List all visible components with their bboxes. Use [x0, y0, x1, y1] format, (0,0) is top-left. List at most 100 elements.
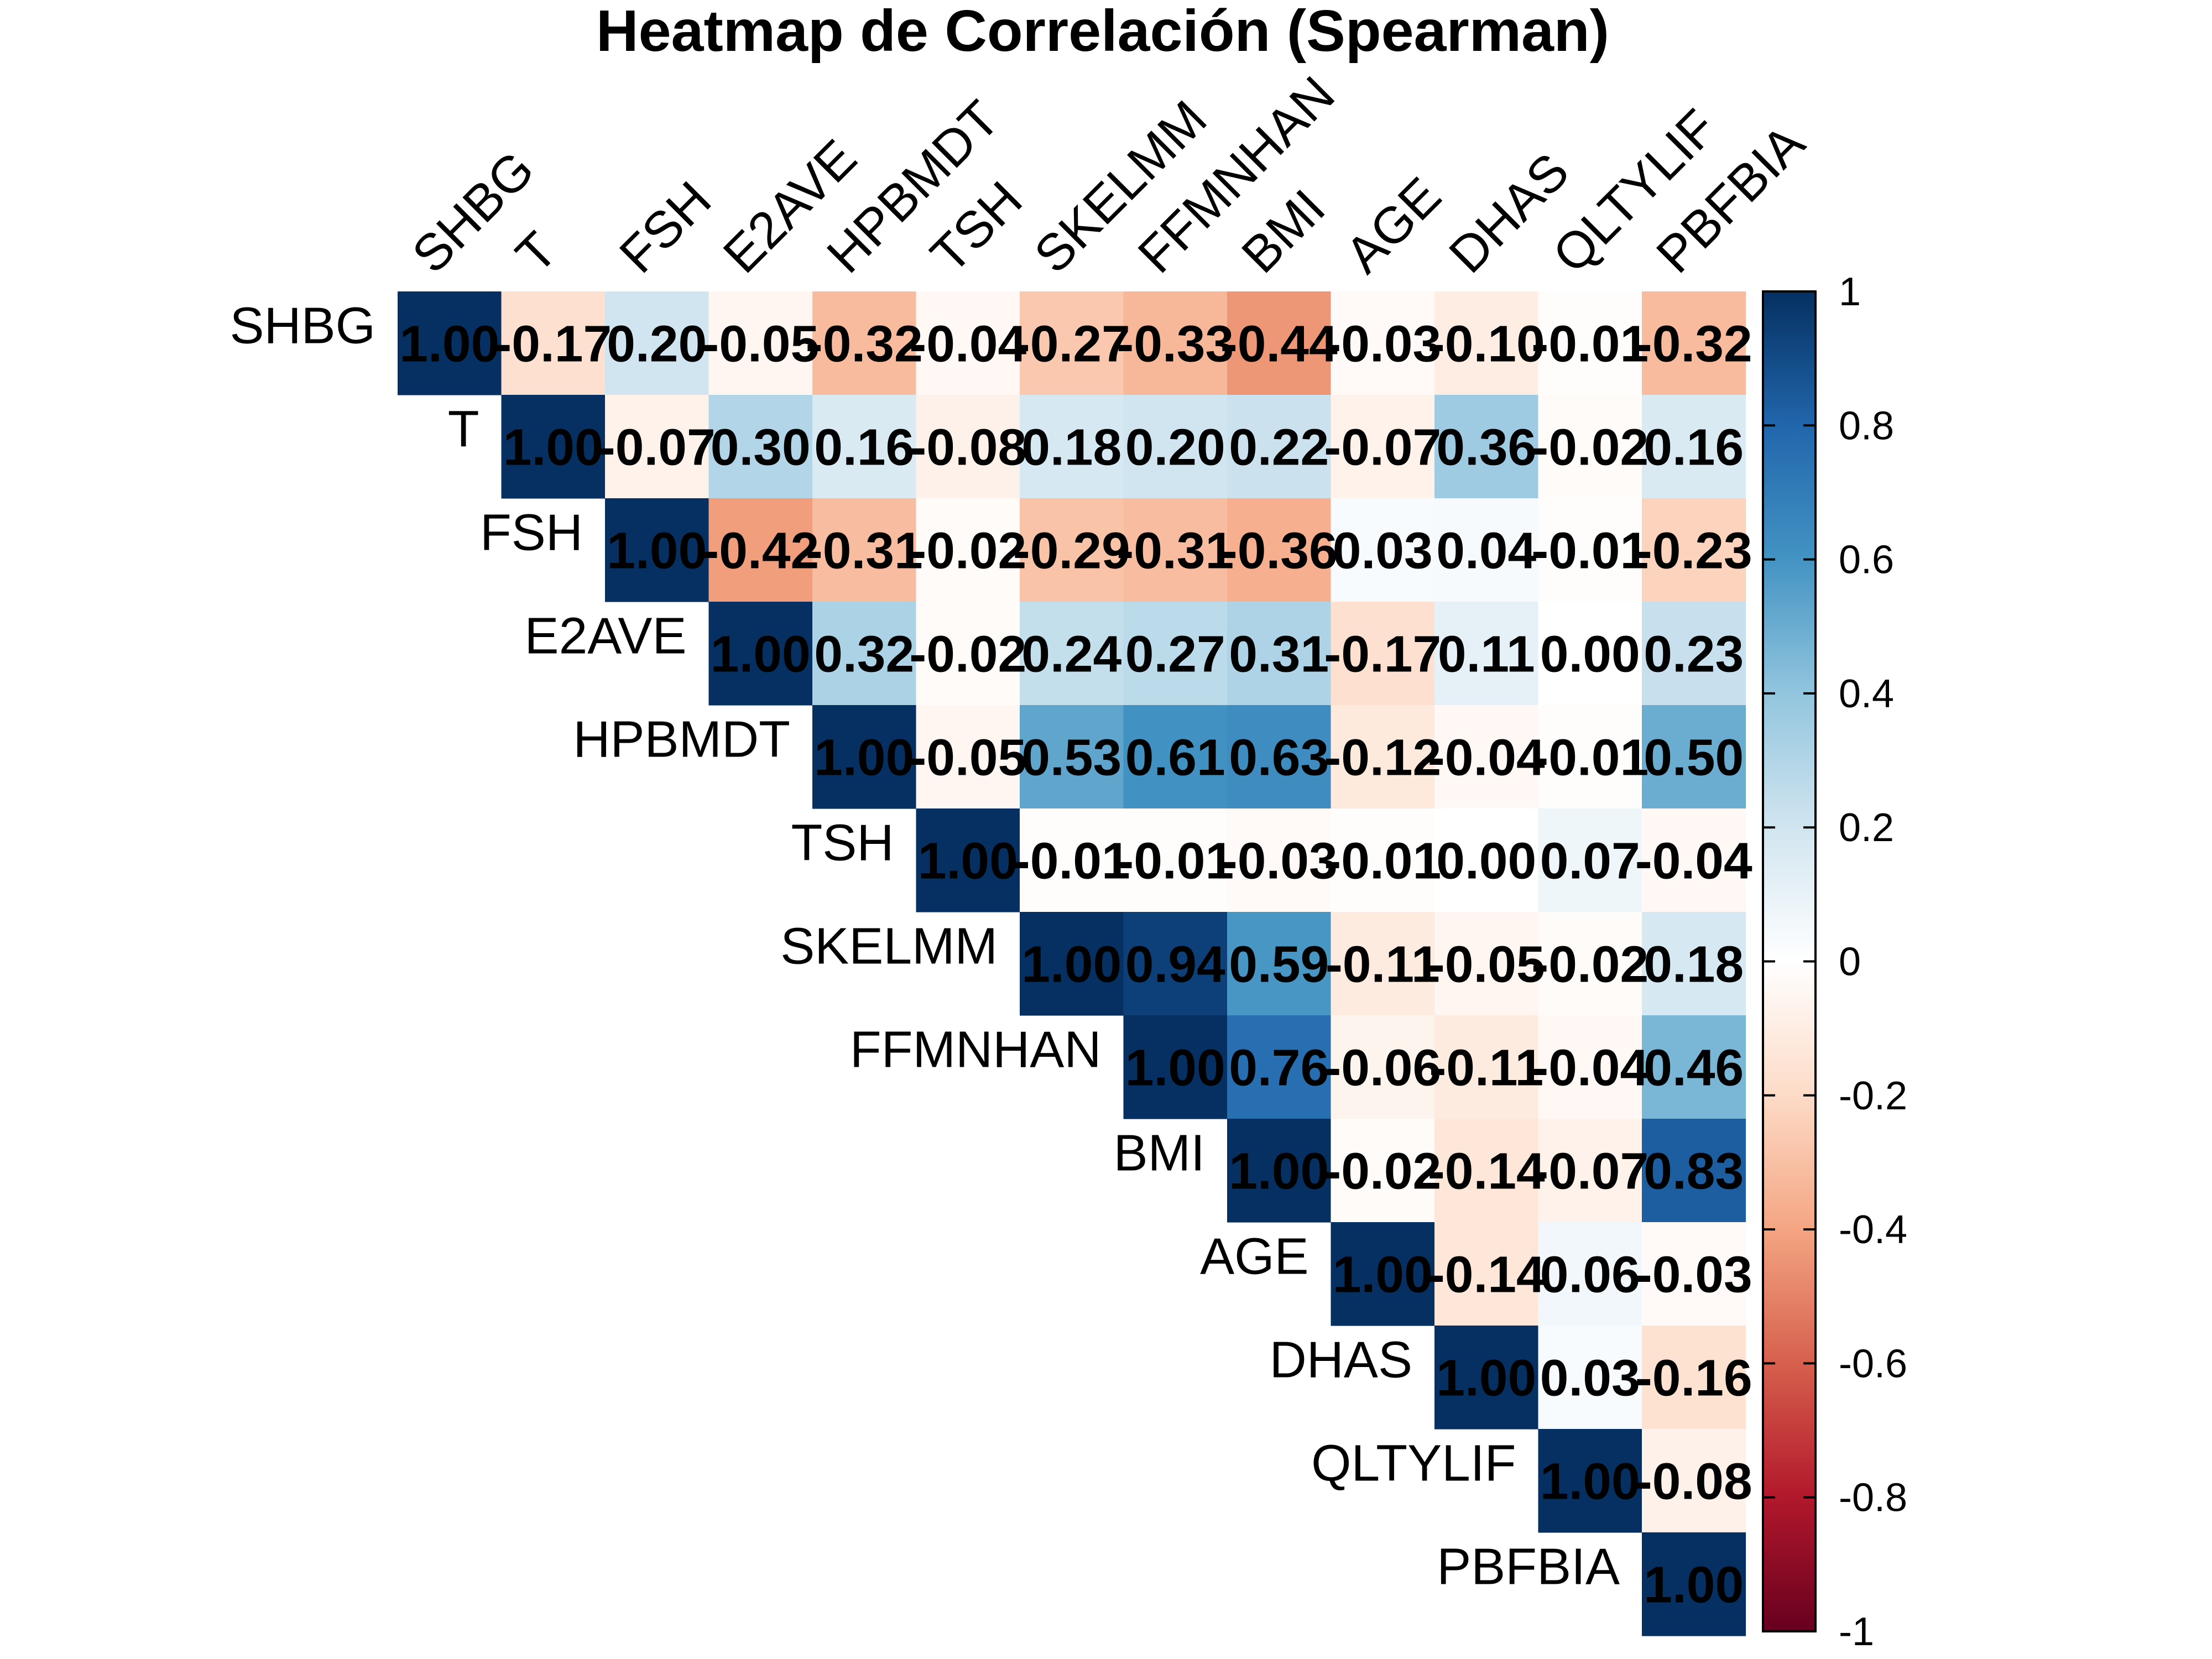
cell-value-label: -0.07: [598, 419, 716, 476]
heatmap-cell: [605, 498, 709, 602]
heatmap-cell: [1020, 705, 1124, 809]
cell-value-label: -0.10: [1428, 315, 1545, 373]
cell-value-label: 0.18: [1644, 936, 1744, 993]
cell-value-label: 1.00: [1436, 1349, 1536, 1407]
heatmap-cell: [1331, 395, 1435, 499]
cell-value-label: -0.33: [1117, 315, 1234, 373]
heatmap-cell: [1538, 808, 1642, 912]
cell-value-label: 0.04: [1436, 522, 1536, 580]
heatmap-cell: [1020, 395, 1124, 499]
heatmap-cell: [1538, 395, 1642, 499]
heatmap-cell: [1123, 705, 1228, 809]
cell-value-label: 0.24: [1021, 625, 1121, 683]
cell-value-label: 0.61: [1125, 729, 1225, 786]
cell-value-label: 0.00: [1540, 625, 1640, 683]
cell-value-label: -0.01: [1531, 522, 1648, 580]
colorbar: 1 0.8 0.6 0.4 0.2 0 -0.2 -0.4 -0.6 -0.8 -1: [1762, 270, 1907, 1654]
cell-value-labels: 1.00-0.170.20-0.05-0.32-0.04-0.27-0.33-0…: [399, 315, 1752, 1614]
cell-value-label: 1.00: [1644, 1556, 1744, 1614]
cell-value-label: 1.00: [1021, 936, 1121, 993]
cell-value-label: -0.04: [1635, 832, 1752, 890]
heatmap-cell: [605, 395, 709, 499]
column-label: AGE: [1334, 166, 1452, 284]
cell-value-label: -0.11: [1326, 936, 1440, 993]
cell-value-label: 0.27: [1125, 625, 1225, 683]
heatmap-cell: [916, 291, 1020, 395]
cell-value-label: 0.16: [814, 419, 914, 476]
heatmap-cell: [1538, 1429, 1642, 1533]
cell-value-label: -0.02: [1531, 419, 1648, 476]
heatmap-cell: [1642, 912, 1746, 1016]
row-label: FSH: [480, 504, 583, 561]
heatmap-cell: [1331, 912, 1435, 1016]
row-label: QLTYLIF: [1311, 1434, 1516, 1492]
cell-value-label: 0.94: [1125, 936, 1225, 993]
cell-value-label: -0.44: [1220, 315, 1338, 373]
colorbar-tick-label: -0.4: [1839, 1208, 1907, 1252]
cell-value-label: 0.18: [1021, 419, 1121, 476]
cell-value-label: -0.16: [1635, 1349, 1752, 1407]
colorbar-tick-label: 0.2: [1839, 806, 1894, 850]
cell-value-label: -0.17: [1324, 625, 1441, 683]
cell-value-label: 0.31: [1229, 625, 1329, 683]
heatmap-cell: [916, 395, 1020, 499]
cell-value-label: -0.29: [1013, 522, 1130, 580]
heatmap-cell: [1642, 291, 1746, 395]
heatmap-cell: [1331, 1222, 1435, 1326]
colorbar-tick-label: -0.2: [1839, 1074, 1907, 1118]
heatmap-cell: [1434, 602, 1539, 706]
cell-value-label: -0.17: [494, 315, 612, 373]
column-label: T: [505, 221, 568, 284]
cell-value-label: -0.08: [1635, 1453, 1752, 1510]
cell-value-label: -0.01: [1531, 729, 1648, 786]
cell-value-label: 0.63: [1229, 729, 1329, 786]
colorbar-tick-label: 0.4: [1839, 672, 1894, 716]
heatmap-cell: [1434, 1015, 1539, 1119]
heatmap-cell: [1538, 1119, 1642, 1223]
colorbar-tick-label: -0.6: [1839, 1342, 1907, 1386]
row-label: TSH: [791, 814, 894, 872]
cell-value-label: 0.46: [1644, 1039, 1744, 1097]
cell-value-label: -0.23: [1635, 522, 1752, 580]
cell-value-label: -0.05: [909, 729, 1026, 786]
cell-value-label: 0.20: [1125, 419, 1225, 476]
cell-value-label: -0.06: [1324, 1039, 1441, 1097]
heatmap-cell: [1123, 1015, 1228, 1119]
heatmap-cell: [1434, 705, 1539, 809]
heatmap-cell: [812, 705, 917, 809]
cell-value-label: -0.03: [1635, 1246, 1752, 1303]
heatmap-cell: [1642, 1222, 1746, 1326]
heatmap-cell: [1538, 602, 1642, 706]
heatmap-cell: [1227, 1119, 1332, 1223]
cell-value-label: 0.32: [814, 625, 914, 683]
heatmap-cell: [916, 602, 1020, 706]
cell-value-label: -0.05: [702, 315, 819, 373]
cell-value-label: 1.00: [1125, 1039, 1225, 1097]
colorbar-tick-label: 0.6: [1839, 538, 1894, 582]
heatmap-cell: [1227, 498, 1332, 602]
cell-value-label: 0.50: [1644, 729, 1744, 786]
heatmap-cell: [1538, 1015, 1642, 1119]
heatmap-cell: [1642, 1532, 1746, 1636]
cell-value-label: 0.07: [1540, 832, 1640, 890]
cell-value-label: 0.53: [1021, 729, 1121, 786]
heatmap-cell: [1434, 1326, 1539, 1430]
cell-value-label: -0.07: [1324, 419, 1441, 476]
heatmap-cell: [1538, 291, 1642, 395]
heatmap-cell: [1642, 498, 1746, 602]
cell-value-label: -0.07: [1531, 1142, 1648, 1200]
chart-title: Heatmap de Correlación (Spearman): [596, 0, 1609, 64]
heatmap-cell: [1434, 498, 1539, 602]
row-label: FFMNHAN: [850, 1021, 1102, 1078]
heatmap-cell: [1227, 395, 1332, 499]
row-label: DHAS: [1270, 1331, 1412, 1389]
heatmap-cell: [1331, 1015, 1435, 1119]
cell-value-label: 0.83: [1644, 1142, 1744, 1200]
cell-value-label: 0.16: [1644, 419, 1744, 476]
cell-value-label: -0.02: [909, 625, 1026, 683]
colorbar-tick-label: -0.8: [1839, 1476, 1907, 1520]
heatmap-cell: [1434, 395, 1539, 499]
